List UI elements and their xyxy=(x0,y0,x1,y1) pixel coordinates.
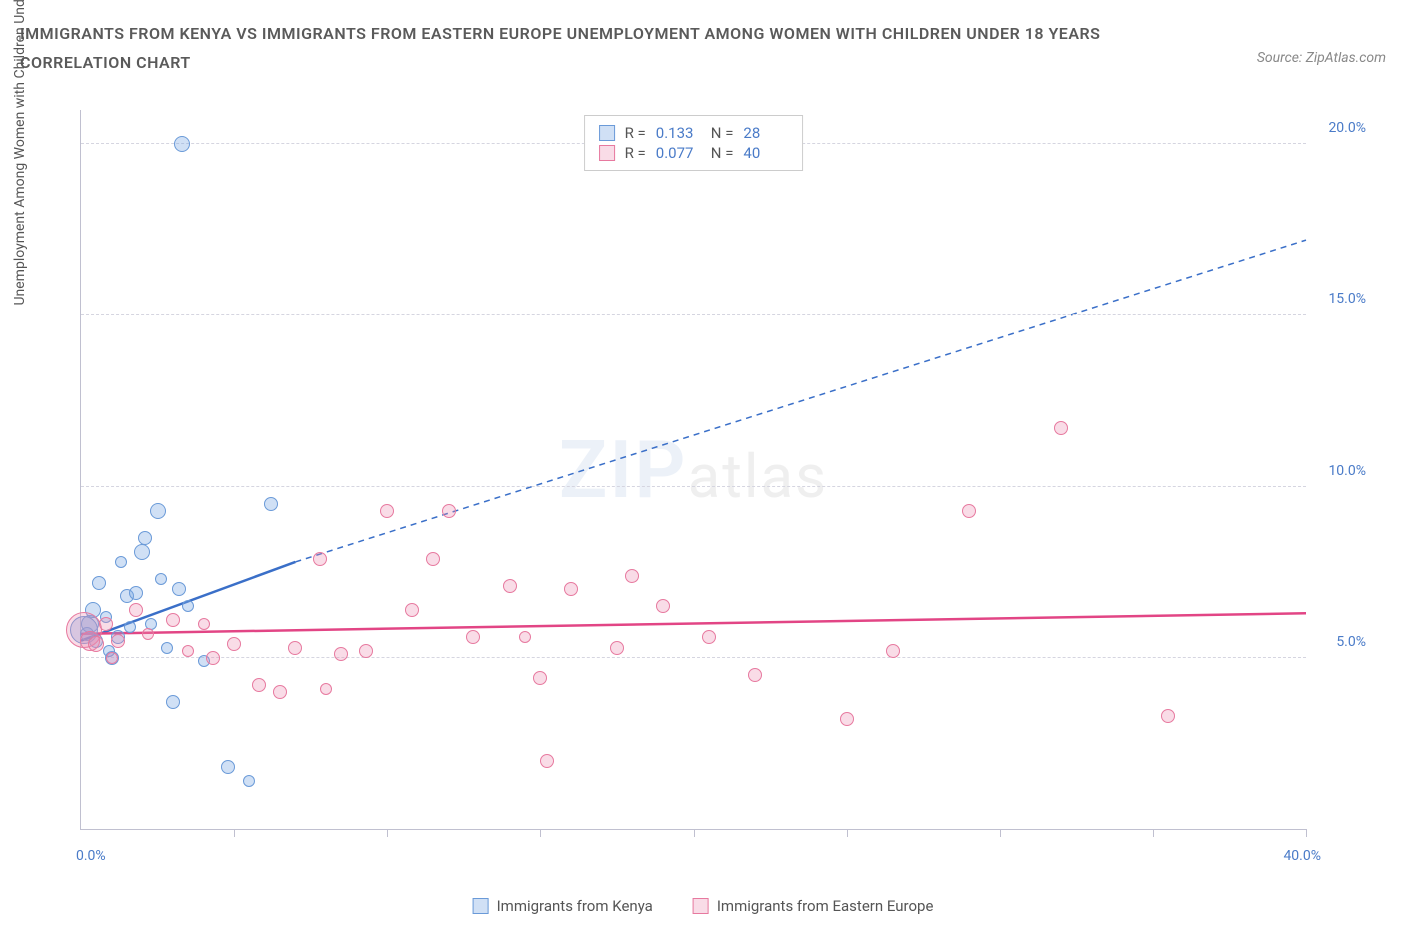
scatter-point xyxy=(99,617,113,631)
scatter-point xyxy=(264,497,278,511)
scatter-point xyxy=(748,668,762,682)
gridline xyxy=(81,486,1306,487)
scatter-point xyxy=(161,642,173,654)
r-value-eastern-europe: 0.077 xyxy=(656,144,701,162)
x-tick xyxy=(694,829,695,837)
scatter-point xyxy=(288,641,302,655)
scatter-point xyxy=(702,630,716,644)
scatter-point xyxy=(540,754,554,768)
chart-area: Unemployment Among Women with Children U… xyxy=(60,100,1386,870)
gridline xyxy=(81,657,1306,658)
scatter-point xyxy=(166,695,180,709)
scatter-point xyxy=(174,136,190,152)
n-value-kenya: 28 xyxy=(743,124,788,142)
y-tick-label: 20.0% xyxy=(1328,120,1366,136)
r-value-kenya: 0.133 xyxy=(656,124,701,142)
x-tick xyxy=(1306,829,1307,837)
legend-label-eastern-europe: Immigrants from Eastern Europe xyxy=(717,897,934,915)
scatter-point xyxy=(111,634,125,648)
scatter-point xyxy=(134,544,150,560)
scatter-point xyxy=(610,641,624,655)
scatter-point xyxy=(625,569,639,583)
legend-row-kenya: R = 0.133 N = 28 xyxy=(599,124,789,142)
scatter-plot: ZIPatlas R = 0.133 N = 28 R = 0.077 N = … xyxy=(80,110,1306,830)
scatter-point xyxy=(533,671,547,685)
gridline xyxy=(81,314,1306,315)
scatter-point xyxy=(405,603,419,617)
scatter-point xyxy=(227,637,241,651)
y-axis-label: Unemployment Among Women with Children U… xyxy=(12,0,28,306)
scatter-point xyxy=(273,685,287,699)
n-label: N = xyxy=(711,144,734,162)
scatter-point xyxy=(503,579,517,593)
legend-row-eastern-europe: R = 0.077 N = 40 xyxy=(599,144,789,162)
scatter-point xyxy=(198,618,210,630)
n-value-eastern-europe: 40 xyxy=(743,144,788,162)
correlation-legend: R = 0.133 N = 28 R = 0.077 N = 40 xyxy=(584,115,804,171)
scatter-point xyxy=(138,531,152,545)
scatter-point xyxy=(252,678,266,692)
scatter-point xyxy=(172,582,186,596)
scatter-point xyxy=(1161,709,1175,723)
scatter-point xyxy=(124,621,136,633)
x-tick xyxy=(847,829,848,837)
scatter-point xyxy=(840,712,854,726)
scatter-point xyxy=(182,645,194,657)
scatter-point xyxy=(150,503,166,519)
scatter-point xyxy=(359,644,373,658)
scatter-point xyxy=(334,647,348,661)
scatter-point xyxy=(962,504,976,518)
r-label: R = xyxy=(625,144,646,162)
scatter-point xyxy=(166,613,180,627)
scatter-point xyxy=(182,600,194,612)
scatter-point xyxy=(886,644,900,658)
legend-swatch-kenya xyxy=(599,125,615,141)
r-label: R = xyxy=(625,124,646,142)
legend-item-eastern-europe: Immigrants from Eastern Europe xyxy=(693,897,934,915)
scatter-point xyxy=(92,576,106,590)
scatter-point xyxy=(426,552,440,566)
scatter-point xyxy=(115,556,127,568)
scatter-point xyxy=(466,630,480,644)
scatter-point xyxy=(155,573,167,585)
trend-lines-svg xyxy=(81,110,1306,829)
x-max-label: 40.0% xyxy=(1283,848,1321,864)
series-legend: Immigrants from Kenya Immigrants from Ea… xyxy=(473,897,934,915)
legend-swatch-icon xyxy=(473,898,489,914)
legend-label-kenya: Immigrants from Kenya xyxy=(497,897,653,915)
y-tick-label: 10.0% xyxy=(1328,463,1366,479)
x-tick xyxy=(234,829,235,837)
x-min-label: 0.0% xyxy=(76,848,106,864)
source-label: Source: ZipAtlas.com xyxy=(1257,50,1386,66)
x-tick xyxy=(387,829,388,837)
scatter-point xyxy=(380,504,394,518)
scatter-point xyxy=(129,603,143,617)
scatter-point xyxy=(129,586,143,600)
legend-item-kenya: Immigrants from Kenya xyxy=(473,897,653,915)
scatter-point xyxy=(106,652,118,664)
scatter-point xyxy=(564,582,578,596)
n-label: N = xyxy=(711,124,734,142)
y-tick-label: 15.0% xyxy=(1328,291,1366,307)
x-tick xyxy=(540,829,541,837)
scatter-point xyxy=(656,599,670,613)
x-tick xyxy=(1000,829,1001,837)
scatter-point xyxy=(519,631,531,643)
scatter-point xyxy=(142,628,154,640)
scatter-point xyxy=(221,760,235,774)
y-tick-label: 5.0% xyxy=(1336,634,1366,650)
chart-title: IMMIGRANTS FROM KENYA VS IMMIGRANTS FROM… xyxy=(20,20,1120,78)
scatter-point xyxy=(313,552,327,566)
scatter-point xyxy=(1054,421,1068,435)
scatter-point xyxy=(243,775,255,787)
scatter-point xyxy=(206,651,220,665)
legend-swatch-icon xyxy=(693,898,709,914)
scatter-point xyxy=(442,504,456,518)
x-tick xyxy=(1153,829,1154,837)
scatter-point xyxy=(88,636,104,652)
legend-swatch-eastern-europe xyxy=(599,145,615,161)
scatter-point xyxy=(320,683,332,695)
